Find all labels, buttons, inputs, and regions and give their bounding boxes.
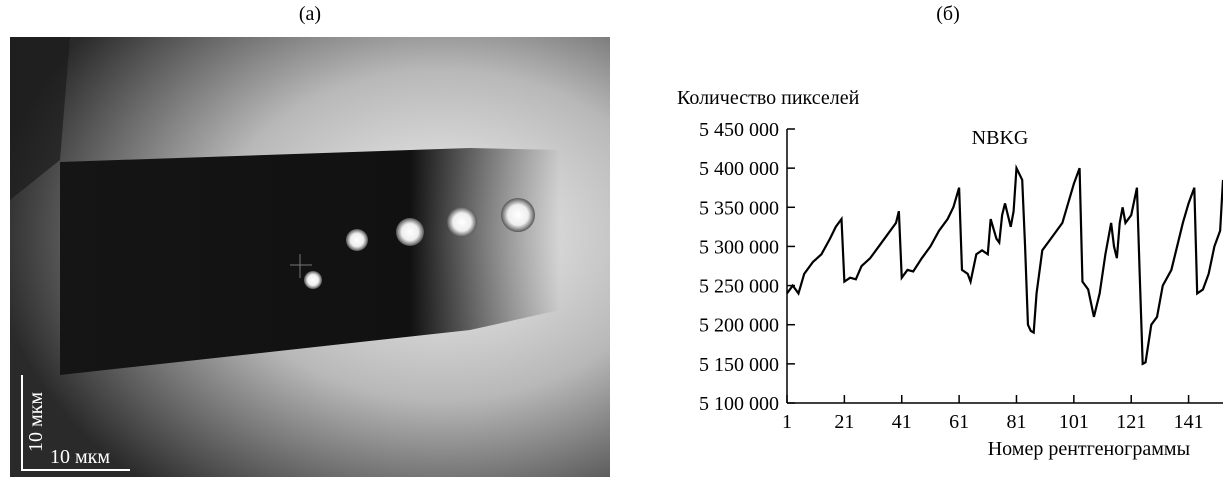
figure: (а) 10 мкм 10 мкм (б) Количество пикселе… — [0, 0, 1223, 481]
x-tick-label: 61 — [949, 411, 969, 433]
y-tick-label: 5 200 000 — [699, 315, 779, 337]
y-tick-label: 5 150 000 — [699, 354, 779, 376]
y-tick-label: 5 250 000 — [699, 276, 779, 298]
y-axis-title: Количество пикселей — [677, 87, 860, 109]
x-tick-label: 81 — [1006, 411, 1026, 433]
x-tick-label: 21 — [834, 411, 854, 433]
x-tick-label: 141 — [1174, 411, 1204, 433]
x-tick-label: 101 — [1059, 411, 1089, 433]
data-line — [787, 168, 1223, 364]
x-tick-label: 41 — [892, 411, 912, 433]
scale-label: 10 мкм — [25, 392, 47, 452]
annotation: NBKG — [972, 127, 1029, 149]
y-tick-label: 5 350 000 — [699, 197, 779, 219]
panel-label: (б) — [936, 3, 960, 25]
y-tick-label: 5 300 000 — [699, 236, 779, 258]
x-tick-label: 121 — [1116, 411, 1146, 433]
x-axis-title: Номер рентгенограммы — [988, 438, 1190, 460]
x-tick-label: 1 — [782, 411, 792, 433]
page: (а) 10 мкм 10 мкм (б) Количество пикселе… — [0, 0, 1223, 486]
panel-label: (а) — [299, 3, 321, 25]
y-tick-label: 5 100 000 — [699, 393, 779, 415]
y-tick-label: 5 450 000 — [699, 119, 779, 141]
photo: 10 мкм 10 мкм — [10, 37, 610, 477]
scale-label: 10 мкм — [50, 446, 110, 468]
y-tick-label: 5 400 000 — [699, 158, 779, 180]
